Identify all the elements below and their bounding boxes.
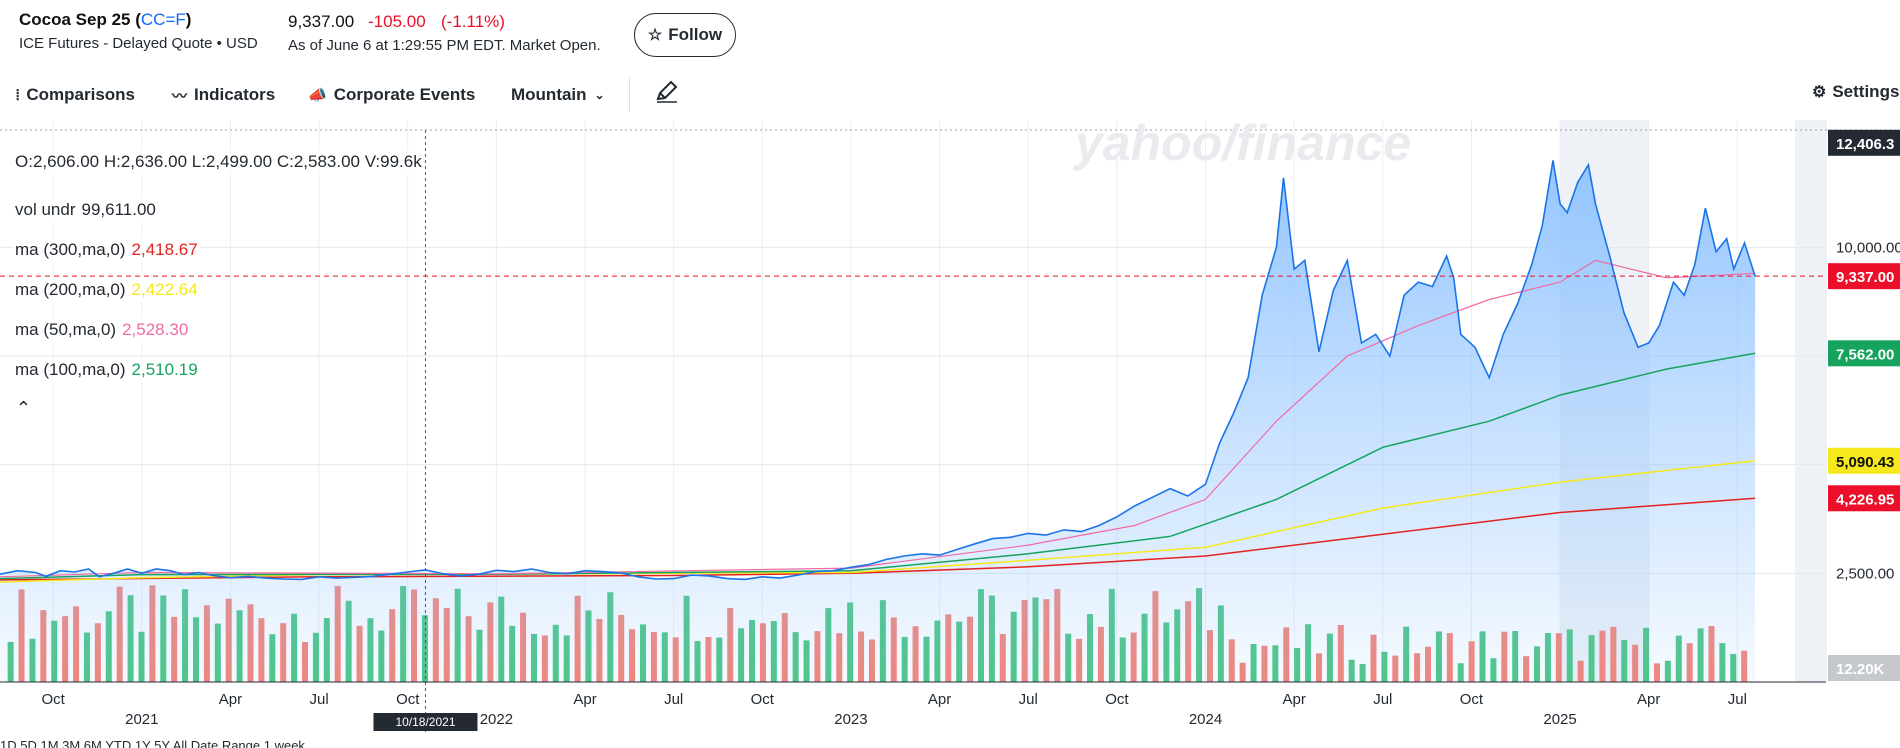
- settings-label: Settings: [1832, 82, 1900, 101]
- range-selector[interactable]: 1D 5D 1M 3M 6M YTD 1Y 5Y All Date Range …: [0, 738, 305, 748]
- x-tick-month: Jul: [1019, 691, 1038, 708]
- collapse-legend-icon[interactable]: ⌃: [16, 398, 32, 418]
- price-line: [0, 160, 1756, 581]
- x-tick-month: Apr: [928, 691, 951, 708]
- price-badge: [1828, 263, 1900, 290]
- toolbar-divider: [629, 78, 630, 112]
- ma200-value: 2,422.64: [131, 280, 198, 299]
- x-tick-year: 2022: [480, 711, 513, 728]
- legend-vol: vol undr 99,611.00: [13, 198, 158, 222]
- x-tick-month: Apr: [219, 691, 242, 708]
- x-tick-month: Oct: [42, 691, 66, 708]
- x-tick-month: Oct: [751, 691, 775, 708]
- last-price: 9,337.00: [288, 12, 355, 31]
- compare-icon: ⦙: [16, 86, 20, 104]
- ma100-value: 2,510.19: [131, 360, 198, 379]
- price-chart[interactable]: yahoo/finance Oct Apr Jul Oct Apr Jul Oct Apr Jul…: [0, 120, 1900, 748]
- follow-label: Follow: [668, 25, 723, 44]
- quote-timestamp: As of June 6 at 1:29:55 PM EDT. Market O…: [288, 37, 601, 54]
- x-tick-month: Jul: [664, 691, 683, 708]
- legend-ma300[interactable]: ma (300,ma,0) 2,418.67: [13, 238, 200, 262]
- legend-ma100[interactable]: ma (100,ma,0) 2,510.19: [13, 358, 200, 382]
- corporate-events-label: Corporate Events: [333, 85, 476, 104]
- ma50-label: ma (50,ma,0): [15, 320, 117, 339]
- price-badge-label: 5,090.43: [1836, 454, 1894, 471]
- x-tick-month: Jul: [1728, 691, 1747, 708]
- x-tick-year: 2023: [834, 711, 867, 728]
- indicators-label: Indicators: [194, 85, 276, 104]
- vol-value: 99,611.00: [81, 200, 156, 219]
- y-tick-label: 10,000.00: [1836, 239, 1900, 256]
- legend-ma50[interactable]: ma (50,ma,0) 2,528.30: [13, 318, 191, 342]
- price-badge-label: 4,226.95: [1836, 491, 1894, 508]
- price-badge-label: 12,406.3: [1836, 136, 1894, 153]
- vol-label: vol undr: [15, 200, 76, 219]
- x-tick-month: Oct: [396, 691, 420, 708]
- price-badge: [1828, 340, 1900, 367]
- chart-type-label: Mountain: [511, 85, 587, 104]
- chart-toolbar: ⦙ Comparisons 〰 Indicators 📣 Corporate Even…: [0, 74, 1900, 118]
- x-tick-month: Oct: [1460, 691, 1484, 708]
- gear-icon: ⚙: [1812, 84, 1827, 101]
- y-tick-label: 2,500.00: [1836, 565, 1894, 582]
- ma50-value: 2,528.30: [122, 320, 189, 339]
- comparisons-button[interactable]: ⦙ Comparisons: [16, 82, 135, 108]
- indicators-button[interactable]: 〰 Indicators: [172, 82, 275, 108]
- ma300-label: ma (300,ma,0): [15, 240, 126, 259]
- x-tick-month: Jul: [310, 691, 329, 708]
- comparisons-label: Comparisons: [26, 85, 136, 104]
- volume-badge-label: 12.20K: [1836, 661, 1885, 678]
- ma200-label: ma (200,ma,0): [15, 280, 126, 299]
- ma300-value: 2,418.67: [131, 240, 198, 259]
- ma300-line: [0, 497, 1756, 581]
- chevron-down-icon: ⌄: [594, 88, 605, 102]
- x-tick-month: Apr: [573, 691, 596, 708]
- ohlc-readout: O:2,606.00 H:2,636.00 L:2,499.00 C:2,583…: [13, 150, 424, 174]
- x-tick-month: Oct: [1105, 691, 1129, 708]
- megaphone-icon: 📣: [308, 87, 327, 104]
- crosshair-date-label: 10/18/2021: [395, 715, 455, 729]
- yahoo-finance-watermark: yahoo/finance: [1072, 120, 1411, 171]
- x-tick-year: 2024: [1189, 711, 1222, 728]
- price-badge: [1828, 129, 1900, 156]
- legend-ma200[interactable]: ma (200,ma,0) 2,422.64: [13, 278, 200, 302]
- price-badge-label: 9,337.00: [1836, 269, 1894, 286]
- follow-button[interactable]: ☆ Follow: [634, 13, 736, 57]
- instrument-name: Cocoa Sep 25 (CC=F): [19, 10, 192, 29]
- settings-button[interactable]: ⚙ Settings: [1812, 82, 1899, 102]
- ma100-label: ma (100,ma,0): [15, 360, 126, 379]
- volume-badge: [1828, 655, 1900, 681]
- price-badge: [1828, 485, 1900, 512]
- star-icon: ☆: [647, 27, 663, 44]
- price-change-pct: (-1.11%): [441, 12, 505, 31]
- price-badge-label: 7,562.00: [1836, 346, 1894, 363]
- instrument-title: Cocoa Sep 25: [19, 10, 131, 29]
- price-change: -105.00: [368, 12, 426, 31]
- crosshair-date-tag: [373, 713, 478, 731]
- future-region: [1795, 120, 1827, 682]
- indicators-icon: 〰: [172, 87, 188, 105]
- ma100-line: [0, 352, 1756, 580]
- x-tick-month: Apr: [1637, 691, 1660, 708]
- corporate-events-button[interactable]: 📣 Corporate Events: [308, 82, 475, 108]
- pencil-icon[interactable]: [654, 78, 680, 104]
- x-tick-year: 2021: [125, 711, 158, 728]
- quote-header: Cocoa Sep 25 (CC=F) ICE Futures - Delaye…: [0, 0, 1900, 68]
- exchange-info: ICE Futures - Delayed Quote • USD: [19, 35, 258, 52]
- x-tick-year: 2025: [1543, 711, 1576, 728]
- price-area: [0, 160, 1756, 682]
- ticker-link[interactable]: CC=F: [140, 10, 186, 29]
- price-badge: [1828, 447, 1900, 474]
- x-tick-month: Jul: [1373, 691, 1392, 708]
- x-tick-month: Apr: [1282, 691, 1305, 708]
- ma200-line: [0, 460, 1756, 583]
- chart-type-dropdown[interactable]: Mountain ⌄: [511, 82, 605, 108]
